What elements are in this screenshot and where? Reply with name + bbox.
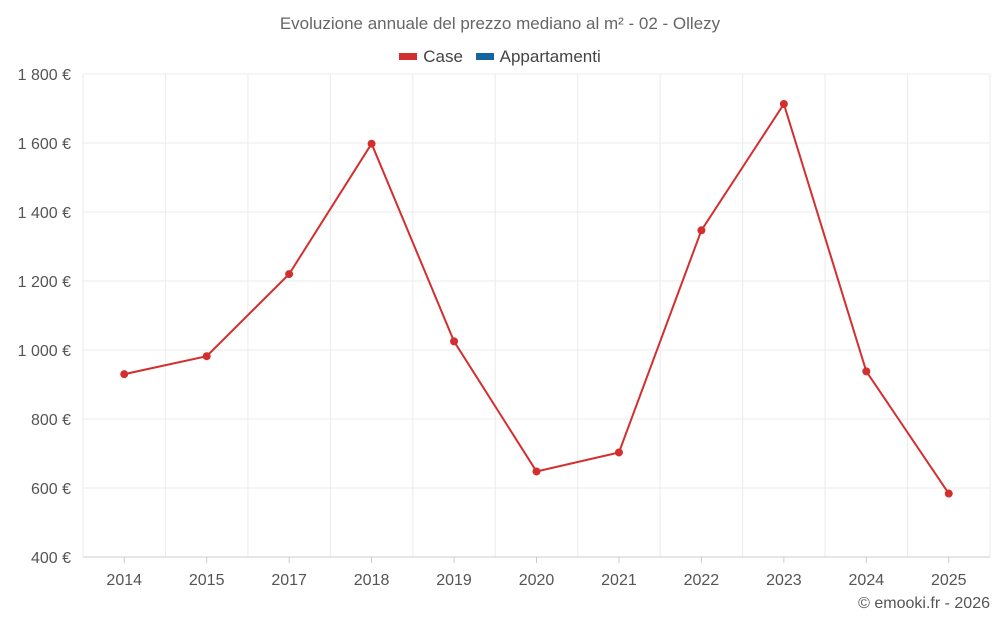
data-point [532, 467, 541, 476]
credit-text: © emooki.fr - 2026 [858, 595, 990, 612]
data-point [367, 139, 376, 148]
legend-item-appartamenti[interactable]: Appartamenti [475, 46, 601, 67]
data-point [285, 270, 294, 279]
x-tick-label: 2018 [354, 572, 390, 589]
x-tick-label: 2023 [766, 572, 802, 589]
y-tick-label: 1 800 € [18, 67, 71, 84]
data-point [697, 226, 706, 235]
x-tick-label: 2015 [189, 572, 225, 589]
data-point [779, 100, 788, 109]
y-tick-label: 400 € [31, 550, 71, 567]
legend-label-case: Case [423, 46, 463, 66]
legend-label-appartamenti: Appartamenti [499, 46, 601, 66]
x-tick-label: 2020 [519, 572, 555, 589]
x-tick-label: 2025 [931, 572, 967, 589]
data-point [202, 352, 211, 361]
y-tick-label: 1 400 € [18, 205, 71, 222]
chart-title: Evoluzione annuale del prezzo mediano al… [279, 14, 721, 33]
data-point [120, 370, 129, 379]
legend-swatch-case [399, 53, 418, 60]
data-point [450, 337, 459, 346]
legend: Case Appartamenti [0, 45, 1000, 67]
x-tick-label: 2017 [271, 572, 307, 589]
legend-item-case[interactable]: Case [399, 47, 463, 67]
data-point [862, 367, 871, 376]
data-point [944, 489, 953, 498]
x-tick-label: 2022 [684, 572, 720, 589]
data-point [614, 448, 623, 457]
y-tick-label: 600 € [31, 481, 71, 498]
x-tick-label: 2021 [601, 572, 637, 589]
x-tick-label: 2024 [849, 572, 885, 589]
x-tick-label: 2014 [106, 572, 142, 589]
y-tick-label: 800 € [31, 412, 71, 429]
y-tick-label: 1 600 € [18, 136, 71, 153]
y-tick-label: 1 000 € [18, 343, 71, 360]
y-tick-label: 1 200 € [18, 274, 71, 291]
legend-swatch-appartamenti [475, 53, 494, 60]
x-tick-label: 2019 [436, 572, 472, 589]
